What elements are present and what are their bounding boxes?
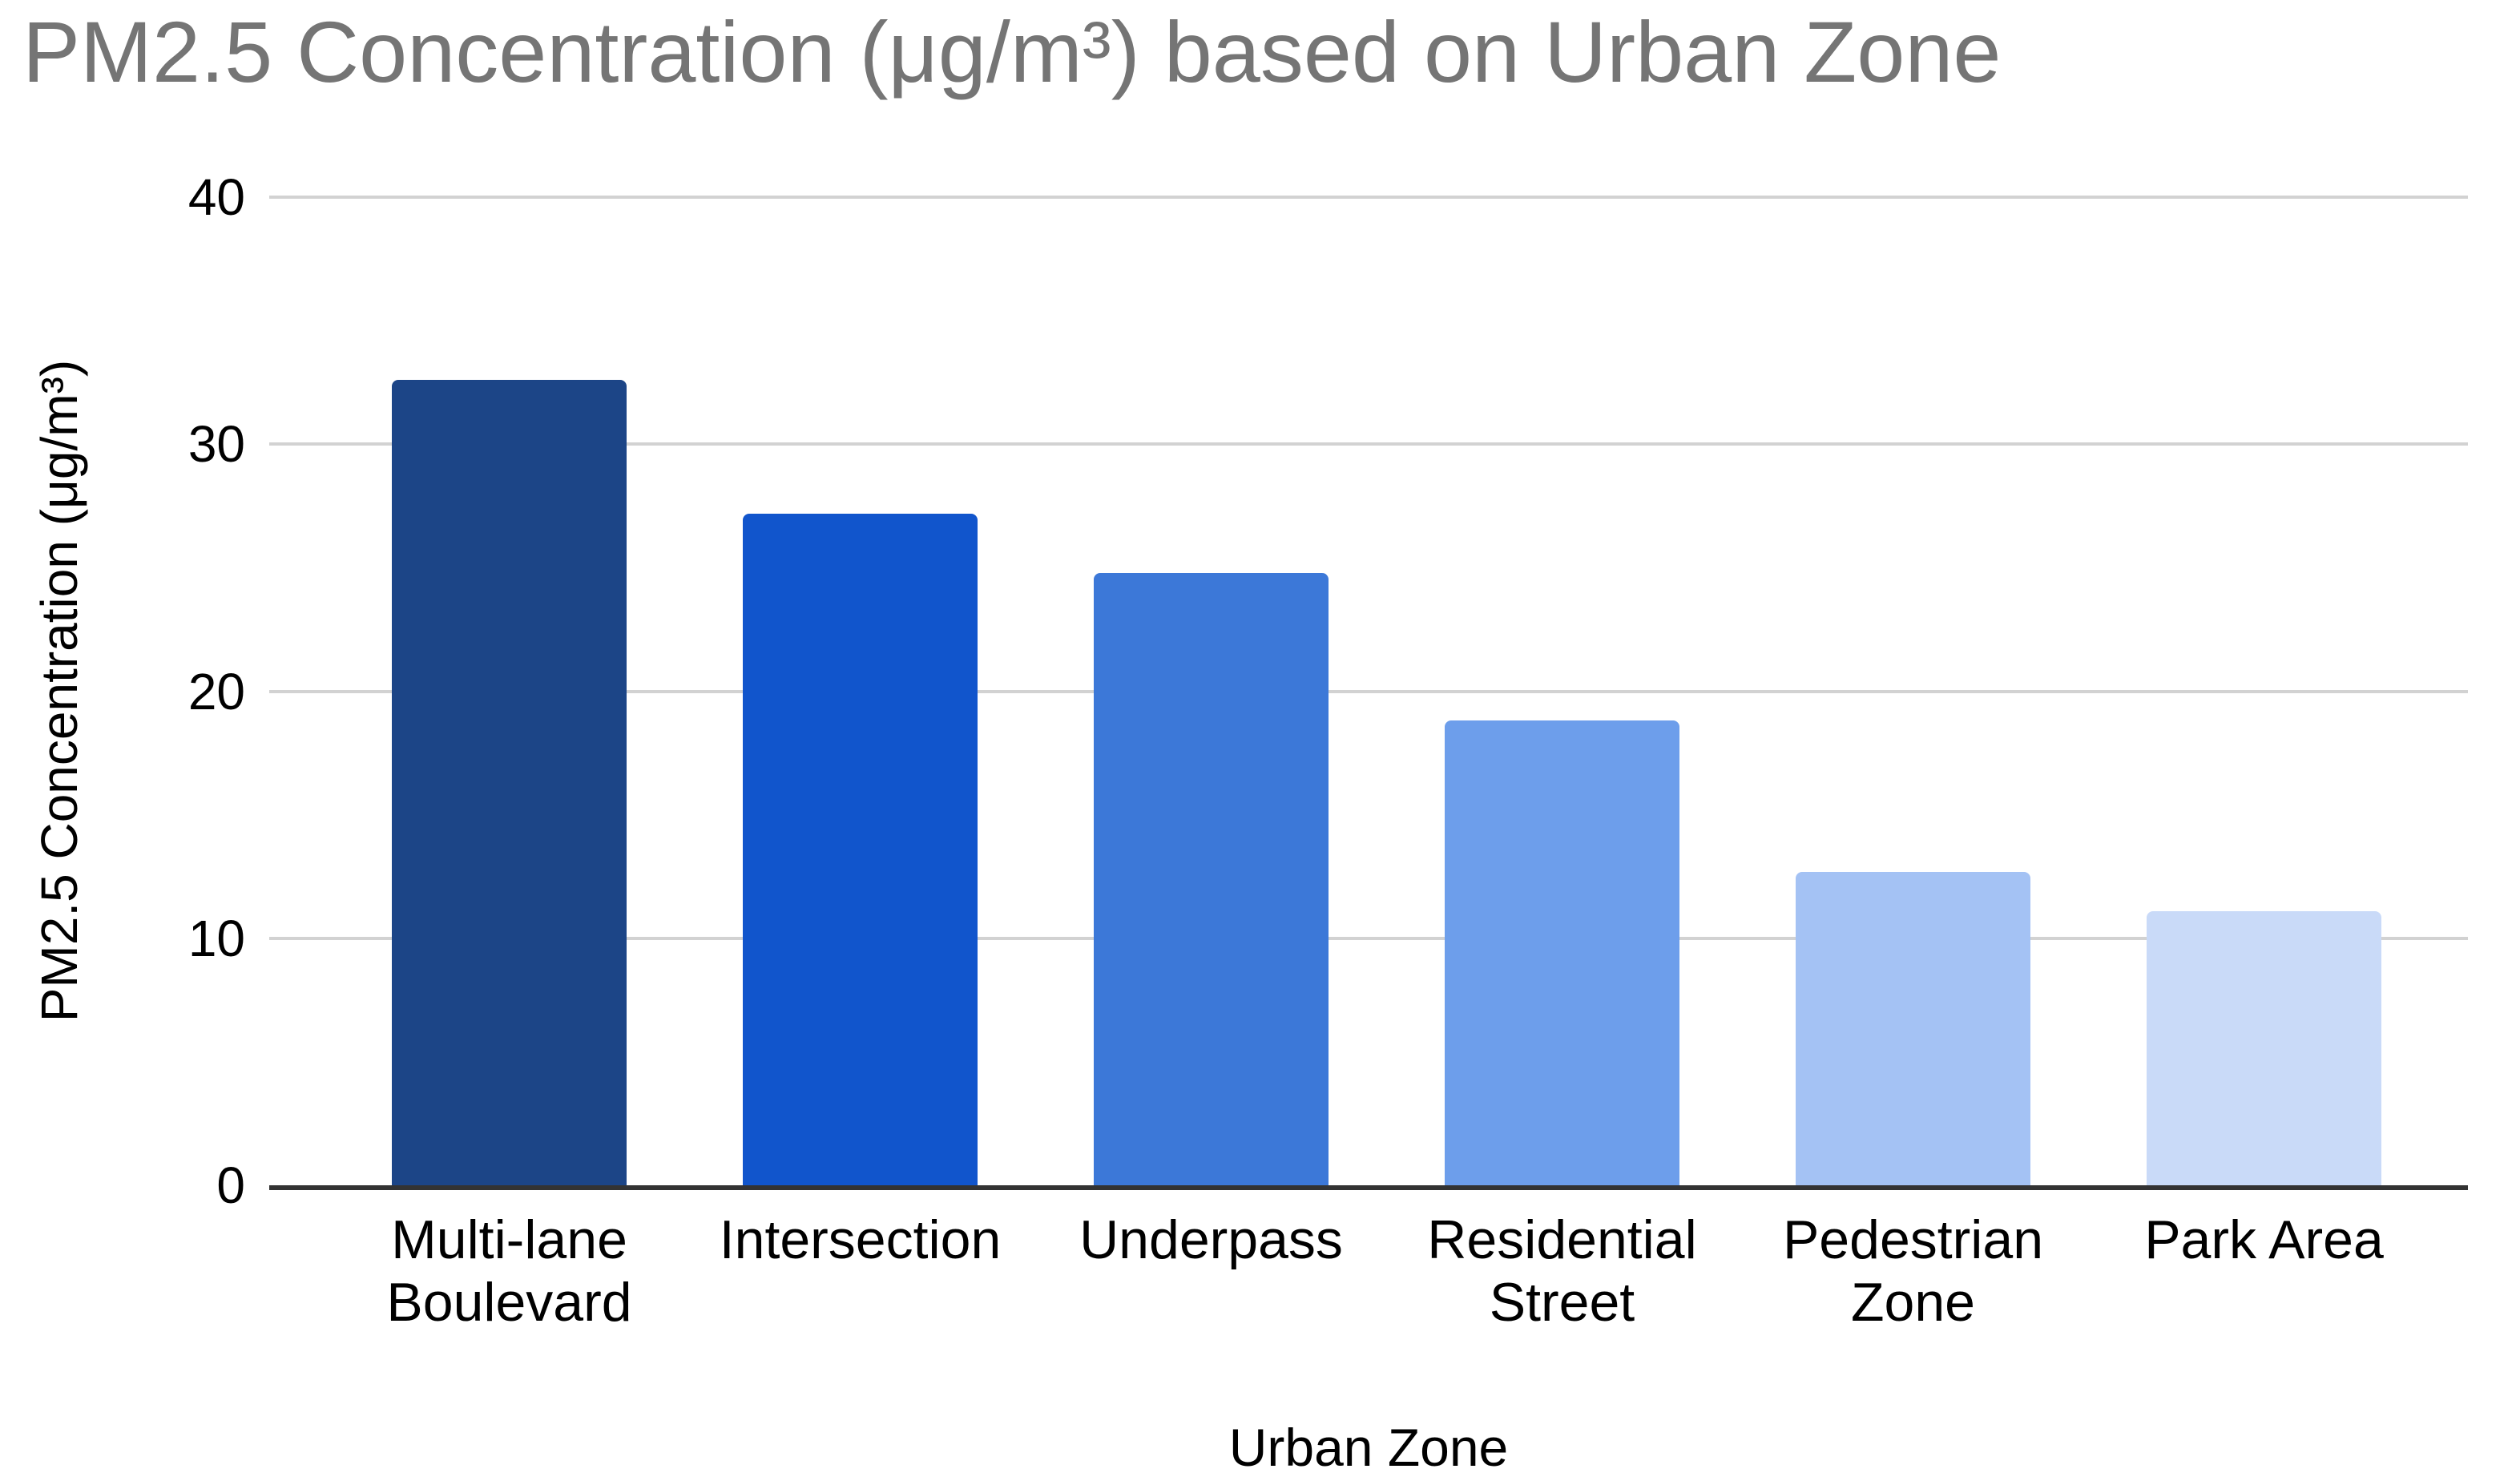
bar-multi-lane-boulevard — [392, 380, 627, 1185]
y-tick-label-10: 10 — [187, 909, 245, 967]
bar-park-area — [2147, 911, 2381, 1185]
x-category-label-park-area: Park Area — [2144, 1209, 2384, 1270]
y-tick-label-40: 40 — [187, 168, 245, 226]
gridline-y-40 — [269, 196, 2468, 199]
x-axis-title: Urban Zone — [1228, 1418, 1509, 1477]
gridline-y-30 — [269, 442, 2468, 446]
y-tick-label-0: 0 — [216, 1156, 245, 1214]
bar-residential-street — [1445, 720, 1679, 1185]
bar-pedestrian-zone — [1796, 872, 2030, 1185]
chart-title: PM2.5 Concentration (μg/m³) based on Urb… — [22, 3, 2002, 100]
bar-underpass — [1094, 573, 1329, 1185]
gridline-y-20 — [269, 689, 2468, 693]
y-tick-label-30: 30 — [187, 415, 245, 474]
x-category-label-underpass: Underpass — [1079, 1209, 1343, 1270]
x-category-label-pedestrian-zone: Pedestrian Zone — [1782, 1209, 2044, 1333]
bar-intersection — [743, 514, 978, 1185]
x-category-label-residential-street: Residential Street — [1427, 1209, 1697, 1333]
y-tick-label-20: 20 — [187, 662, 245, 720]
gridline-y-10 — [269, 936, 2468, 940]
x-category-label-intersection: Intersection — [719, 1209, 1002, 1270]
plot-area — [269, 196, 2468, 1190]
x-category-label-multi-lane-boulevard: Multi-lane Boulevard — [386, 1209, 632, 1333]
